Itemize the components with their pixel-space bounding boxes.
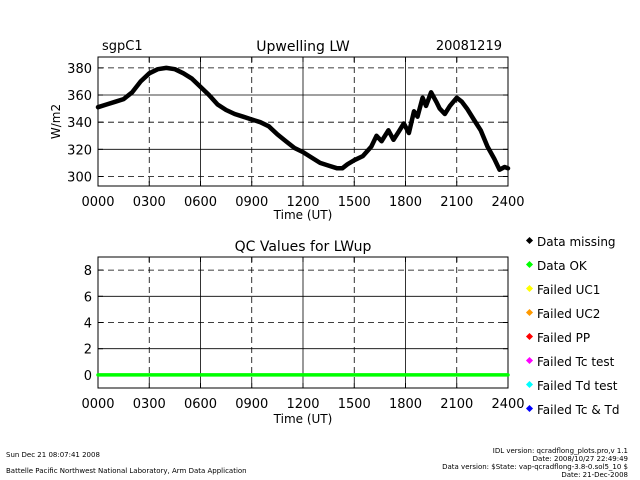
legend-marker	[525, 404, 534, 413]
x-tick-label: 0600	[184, 195, 217, 210]
x-tick-label: 0900	[235, 397, 268, 412]
legend-label: Data missing	[537, 235, 616, 249]
y-tick-label: 2	[84, 343, 92, 358]
legend-marker	[525, 380, 534, 389]
x-tick-label: 0000	[81, 397, 114, 412]
qc-legend: Data missing Data OK Failed UC1 Failed UC2 F…	[525, 235, 619, 417]
chart-title: Upwelling LW	[256, 39, 350, 55]
x-tick-label: 0300	[133, 195, 166, 210]
legend-label: Failed UC1	[537, 283, 600, 297]
legend-marker	[525, 284, 534, 293]
x-tick-label: 2400	[491, 397, 524, 412]
y-tick-label: 340	[67, 116, 92, 131]
legend-label: Failed UC2	[537, 307, 600, 321]
y-tick-label: 8	[84, 264, 92, 279]
site-label: sgpC1	[102, 39, 143, 54]
legend-marker	[525, 236, 534, 245]
date-label: 20081219	[436, 39, 502, 54]
x-tick-label: 0900	[235, 195, 268, 210]
x-tick-label: 1200	[286, 195, 319, 210]
footer-left: Sun Dec 21 08:07:41 2008 Battelle Pacifi…	[6, 451, 247, 475]
legend-label: Failed Tc test	[537, 355, 615, 369]
x-tick-label: 0300	[133, 397, 166, 412]
x-tick-label: 1800	[389, 195, 422, 210]
x-axis-label: Time (UT)	[273, 208, 333, 222]
x-tick-label: 1500	[338, 195, 371, 210]
x-axis-label: Time (UT)	[273, 412, 333, 426]
upwelling-lw-chart: 0000 0300 0600 0900 1200 1500 1800 2100 2400 300 3…	[49, 39, 525, 222]
y-tick-label: 300	[67, 170, 92, 185]
y-tick-label: 320	[67, 143, 92, 158]
y-axis-label: W/m2	[49, 104, 63, 139]
footer-lab: Battelle Pacific Northwest National Labo…	[6, 467, 247, 475]
legend-marker	[525, 332, 534, 341]
x-tick-label: 0000	[81, 195, 114, 210]
data-series-line	[95, 65, 511, 172]
chart-title: QC Values for LWup	[235, 239, 372, 255]
footer-data-date: Date: 21-Dec-2008	[561, 471, 628, 479]
x-tick-label: 2400	[491, 195, 524, 210]
y-tick-label: 380	[67, 62, 92, 77]
x-tick-label: 2100	[440, 397, 473, 412]
x-tick-label: 1200	[286, 397, 319, 412]
x-tick-label: 2100	[440, 195, 473, 210]
legend-label: Data OK	[537, 259, 588, 273]
legend-label: Failed Td test	[537, 379, 618, 393]
x-tick-label: 1500	[338, 397, 371, 412]
y-tick-label: 4	[84, 317, 92, 332]
footer-timestamp: Sun Dec 21 08:07:41 2008	[6, 451, 100, 459]
legend-label: Failed Tc & Td	[537, 403, 619, 417]
y-tick-label: 6	[84, 290, 92, 305]
x-tick-label: 0600	[184, 397, 217, 412]
legend-marker	[525, 308, 534, 317]
footer-data-version: Data version: $State: vap-qcradflong-3.8…	[442, 463, 628, 471]
footer-idl-version: IDL version: qcradflong_plots.pro,v 1.1	[492, 447, 628, 455]
footer-idl-date: Date: 2008/10/27 22:49:49	[532, 455, 628, 463]
qc-values-chart: 0000 0300 0600 0900 1200 1500 1800 2100 2400 0 2 4 6…	[81, 239, 524, 426]
x-tick-label: 1800	[389, 397, 422, 412]
footer-right: IDL version: qcradflong_plots.pro,v 1.1 …	[380, 447, 628, 479]
y-tick-label: 360	[67, 89, 92, 104]
legend-marker	[525, 260, 534, 269]
y-tick-label: 0	[84, 369, 92, 384]
legend-label: Failed PP	[537, 331, 590, 345]
legend-marker	[525, 356, 534, 365]
